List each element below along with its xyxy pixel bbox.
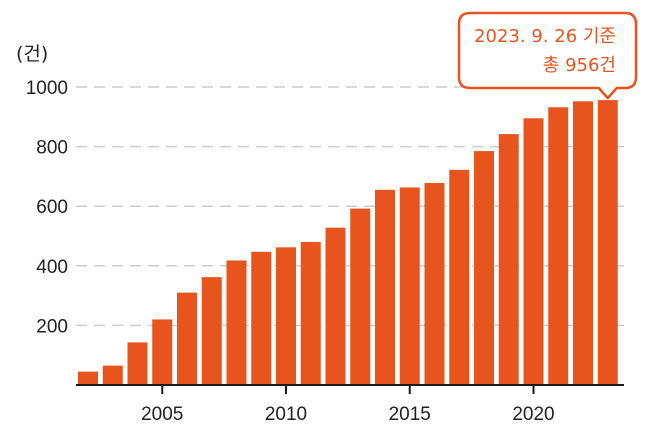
bar-2021 bbox=[548, 107, 569, 385]
callout-date-text: 2023. 9. 26 기준 bbox=[474, 26, 616, 47]
x-tick-label-2005: 2005 bbox=[141, 404, 183, 425]
bar-2018 bbox=[474, 151, 494, 385]
bar-2011 bbox=[300, 241, 321, 385]
bar-2010 bbox=[276, 247, 296, 385]
bar-2004 bbox=[127, 342, 148, 385]
bar-2006 bbox=[177, 292, 197, 385]
bar-2020 bbox=[523, 118, 544, 385]
bar-2015 bbox=[399, 187, 420, 385]
x-tick-label-2020: 2020 bbox=[512, 404, 554, 425]
bar-2012 bbox=[325, 227, 346, 385]
y-tick-label-600: 600 bbox=[36, 197, 68, 218]
bar-2009 bbox=[251, 251, 272, 385]
bar-2019 bbox=[498, 134, 519, 385]
bar-series bbox=[78, 100, 618, 385]
y-tick-label-400: 400 bbox=[36, 257, 68, 278]
bar-2007 bbox=[201, 277, 222, 385]
y-tick-label-800: 800 bbox=[36, 138, 68, 159]
y-tick-label-1000: 1000 bbox=[26, 78, 68, 99]
bar-2023 bbox=[597, 100, 618, 385]
bar-2022 bbox=[573, 101, 593, 385]
x-axis-tick-labels: 2005 2010 2015 2020 bbox=[141, 404, 555, 425]
bar-2008 bbox=[226, 260, 247, 385]
y-axis-unit-label: (건) bbox=[16, 43, 48, 65]
callout-total-text: 총 956건 bbox=[543, 55, 616, 76]
callout-bubble bbox=[457, 11, 638, 100]
annotation-callout: 2023. 9. 26 기준 총 956건 bbox=[457, 11, 638, 100]
x-tick-label-2010: 2010 bbox=[265, 404, 307, 425]
y-axis-tick-labels: 1000 800 600 400 200 bbox=[26, 78, 68, 337]
bar-2003 bbox=[102, 365, 123, 385]
bar-2014 bbox=[375, 189, 395, 385]
x-tick-label-2015: 2015 bbox=[389, 404, 431, 425]
bar-2013 bbox=[350, 208, 371, 385]
bar-2016 bbox=[424, 182, 445, 385]
bar-2017 bbox=[449, 169, 470, 385]
y-tick-label-200: 200 bbox=[36, 316, 68, 337]
bar-2002 bbox=[78, 371, 98, 385]
x-axis-ticks bbox=[161, 385, 535, 394]
bar-2005 bbox=[152, 319, 173, 385]
